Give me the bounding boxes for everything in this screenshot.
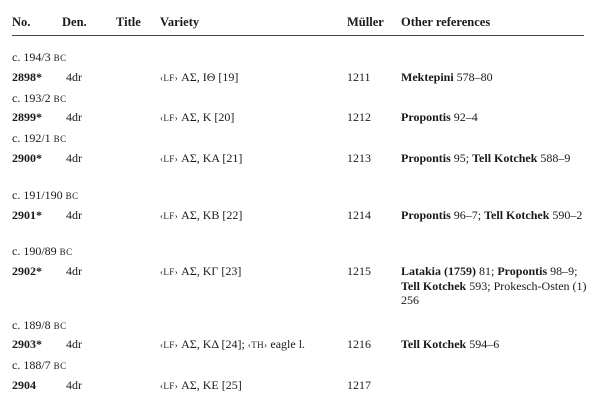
date-label: c. 194/3 BC <box>12 50 67 64</box>
variety: ‹LF› ΑΣ, Κ [20] <box>160 110 235 124</box>
variety: ‹LF› ΑΣ, ΚΔ [24]; ‹TH› eagle l. <box>160 337 306 351</box>
variety: ‹LF› ΑΣ, ΚΑ [21] <box>160 151 243 165</box>
denomination: 4dr <box>66 264 82 278</box>
catalogue-number: 2901* <box>12 208 42 222</box>
header-title: Title <box>116 15 141 29</box>
date-label: c. 190/89 BC <box>12 244 73 258</box>
denomination: 4dr <box>66 110 82 124</box>
denomination: 4dr <box>66 151 82 165</box>
other-references: Tell Kotchek 594–6 <box>401 337 500 351</box>
muller-number: 1211 <box>347 70 371 84</box>
date-label: c. 188/7 BC <box>12 358 67 372</box>
catalogue-number: 2900* <box>12 151 42 165</box>
variety: ‹LF› ΑΣ, ΙΘ [19] <box>160 70 239 84</box>
variety: ‹LF› ΑΣ, ΚΕ [25] <box>160 378 242 392</box>
date-label: c. 193/2 BC <box>12 91 67 105</box>
header-muller: Müller <box>347 15 384 29</box>
denomination: 4dr <box>66 208 82 222</box>
catalogue-number: 2899* <box>12 110 42 124</box>
denomination: 4dr <box>66 337 82 351</box>
muller-number: 1213 <box>347 151 371 165</box>
muller-number: 1217 <box>347 378 371 392</box>
date-label: c. 192/1 BC <box>12 131 67 145</box>
variety: ‹LF› ΑΣ, ΚΓ [23] <box>160 264 242 278</box>
denomination: 4dr <box>66 70 82 84</box>
catalogue-number: 2902* <box>12 264 42 278</box>
catalogue-number: 2898* <box>12 70 42 84</box>
denomination: 4dr <box>66 378 82 392</box>
header-other-references: Other references <box>401 15 491 29</box>
other-references: Propontis 92–4 <box>401 110 478 124</box>
header-den: Den. <box>62 15 87 29</box>
header-no: No. <box>12 15 31 29</box>
other-references: Propontis 96–7; Tell Kotchek 590–2 <box>401 208 583 222</box>
date-label: c. 189/8 BC <box>12 318 67 332</box>
catalogue-number: 2903* <box>12 337 42 351</box>
muller-number: 1214 <box>347 208 371 222</box>
header-variety: Variety <box>160 15 200 29</box>
muller-number: 1216 <box>347 337 371 351</box>
catalogue-number: 2904 <box>12 378 36 392</box>
other-references: Mektepini 578–80 <box>401 70 493 84</box>
muller-number: 1215 <box>347 264 371 278</box>
header-rule <box>12 35 584 36</box>
variety: ‹LF› ΑΣ, ΚΒ [22] <box>160 208 243 222</box>
muller-number: 1212 <box>347 110 371 124</box>
other-references: Propontis 95; Tell Kotchek 588–9 <box>401 151 571 165</box>
date-label: c. 191/190 BC <box>12 188 79 202</box>
other-references: Latakia (1759) 81; Propontis 98–9; Tell … <box>401 264 587 307</box>
